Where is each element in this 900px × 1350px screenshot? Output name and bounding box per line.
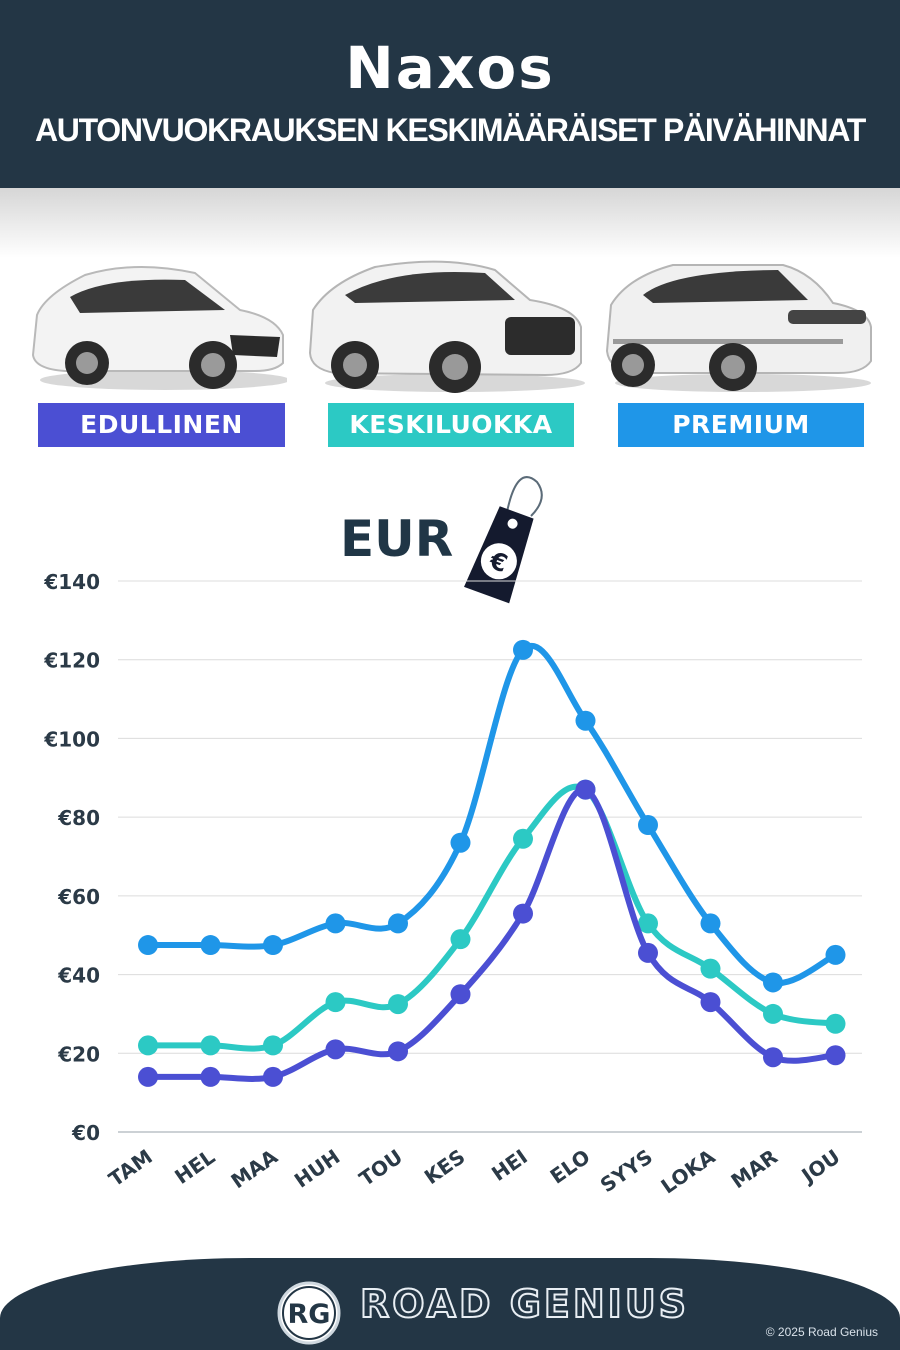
category-badge-economy: EDULLINEN bbox=[38, 403, 285, 447]
x-tick-label: HUH bbox=[290, 1144, 344, 1192]
series-edullinen bbox=[138, 779, 846, 1087]
data-point bbox=[450, 832, 471, 853]
footer-banner bbox=[0, 1258, 900, 1350]
mid-suv-image bbox=[308, 260, 585, 393]
copyright-text: © 2025 Road Genius bbox=[765, 1325, 878, 1339]
brand-name: ROAD GENIUS bbox=[359, 1281, 690, 1327]
data-point bbox=[513, 828, 533, 849]
data-point bbox=[638, 942, 658, 963]
data-point bbox=[325, 1039, 346, 1060]
data-point bbox=[325, 992, 346, 1013]
euro-tag-icon: € bbox=[464, 476, 543, 604]
y-axis-ticks: €0 €20 €40 €60 €80 €100 €120 €140 bbox=[43, 570, 100, 1145]
data-point bbox=[638, 913, 658, 934]
data-point bbox=[825, 1013, 846, 1034]
x-tick-label: MAA bbox=[226, 1144, 282, 1193]
currency-label: EUR bbox=[340, 510, 454, 568]
data-point bbox=[263, 1066, 283, 1087]
series-line bbox=[145, 786, 839, 1082]
economy-car-image bbox=[31, 265, 287, 390]
x-tick-label: HEI bbox=[487, 1144, 532, 1185]
data-point bbox=[700, 992, 721, 1013]
x-tick-label: JOU bbox=[796, 1144, 845, 1188]
data-point bbox=[825, 1045, 846, 1066]
y-tick-label: €140 bbox=[43, 570, 100, 594]
x-tick-label: MAR bbox=[727, 1144, 782, 1193]
x-tick-label: HEL bbox=[170, 1144, 219, 1189]
page-subtitle: AUTONVUOKRAUKSEN KESKIMÄÄRÄISET PÄIVÄHIN… bbox=[34, 112, 866, 148]
x-tick-label: LOKA bbox=[656, 1144, 719, 1198]
data-point bbox=[450, 929, 471, 950]
data-point bbox=[700, 913, 721, 934]
data-point bbox=[763, 972, 783, 993]
premium-suv-image bbox=[605, 264, 872, 392]
page-title: Naxos bbox=[345, 34, 555, 102]
y-tick-label: €100 bbox=[43, 727, 100, 751]
category-badge-mid: KESKILUOKKA bbox=[328, 403, 574, 447]
data-point bbox=[200, 935, 221, 956]
data-point bbox=[263, 1035, 283, 1056]
x-axis-ticks: TAM HEL MAA HUH TOU KES HEI ELO SYYS LOKA MAR JOU bbox=[104, 1144, 844, 1198]
data-point bbox=[700, 958, 721, 979]
data-point bbox=[200, 1035, 221, 1056]
data-point bbox=[513, 639, 533, 660]
category-badge-premium: PREMIUM bbox=[618, 403, 864, 447]
data-point bbox=[138, 1035, 158, 1056]
data-point bbox=[138, 935, 158, 956]
x-tick-label: TOU bbox=[355, 1144, 407, 1191]
x-tick-label: SYYS bbox=[596, 1144, 657, 1197]
logo-initials: RG bbox=[288, 1299, 331, 1330]
series-premium bbox=[138, 639, 846, 993]
header-shadow bbox=[0, 188, 900, 258]
series-line bbox=[145, 783, 839, 1052]
chart-series bbox=[138, 639, 846, 1087]
data-point bbox=[575, 710, 596, 731]
chart-gridlines bbox=[118, 580, 862, 1133]
x-tick-label: ELO bbox=[546, 1144, 595, 1188]
data-point bbox=[388, 913, 408, 934]
y-tick-label: €20 bbox=[57, 1042, 100, 1066]
y-tick-label: €60 bbox=[57, 885, 100, 909]
data-point bbox=[825, 944, 846, 965]
series-line bbox=[145, 643, 839, 987]
x-tick-label: KES bbox=[420, 1144, 469, 1189]
road-genius-logo-icon: RG bbox=[277, 1281, 341, 1345]
data-point bbox=[513, 903, 533, 924]
data-point bbox=[575, 779, 596, 800]
data-point bbox=[638, 815, 658, 836]
y-tick-label: €120 bbox=[43, 649, 100, 673]
data-point bbox=[325, 913, 346, 934]
data-point bbox=[200, 1066, 221, 1087]
y-tick-label: €0 bbox=[71, 1121, 100, 1145]
price-line-chart: €0 €20 €40 €60 €80 €100 €120 €140 TAM HEL MAA HUH T… bbox=[43, 570, 862, 1199]
y-tick-label: €80 bbox=[57, 806, 100, 830]
data-point bbox=[763, 1047, 783, 1068]
x-tick-label: TAM bbox=[104, 1144, 157, 1191]
data-point bbox=[763, 1003, 783, 1024]
header-banner: Naxos AUTONVUOKRAUKSEN KESKIMÄÄRÄISET PÄ… bbox=[0, 0, 900, 188]
data-point bbox=[263, 935, 283, 956]
data-point bbox=[388, 1041, 408, 1062]
data-point bbox=[388, 994, 408, 1015]
data-point bbox=[138, 1066, 158, 1087]
data-point bbox=[450, 984, 471, 1005]
y-tick-label: €40 bbox=[57, 964, 100, 988]
series-keskiluokka bbox=[138, 779, 846, 1056]
